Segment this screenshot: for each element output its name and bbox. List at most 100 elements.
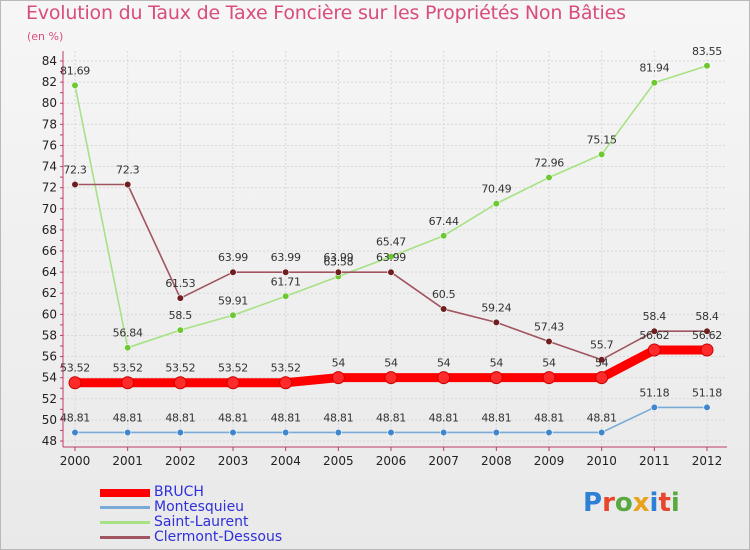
data-label: 72.3	[116, 164, 140, 177]
legend-swatch-saint-laurent	[100, 521, 150, 524]
data-point	[121, 376, 135, 390]
y-tick-label: 66	[42, 244, 57, 258]
data-point	[595, 371, 609, 385]
data-label: 59.24	[481, 301, 511, 314]
data-label: 65.47	[376, 236, 406, 249]
data-label: 48.81	[218, 411, 248, 424]
data-label: 75.15	[587, 133, 617, 146]
y-tick-label: 74	[42, 160, 57, 174]
data-label: 56.84	[113, 327, 143, 340]
data-label: 56.62	[692, 329, 722, 342]
data-label: 56.62	[639, 329, 669, 342]
data-label: 57.43	[534, 320, 564, 333]
data-label: 63.58	[323, 256, 353, 269]
data-point	[71, 81, 79, 89]
data-label: 48.81	[481, 411, 511, 424]
data-label: 60.5	[432, 288, 456, 301]
data-point	[598, 428, 606, 437]
data-point	[71, 180, 79, 189]
data-label: 54	[490, 357, 504, 370]
data-label: 58.4	[695, 310, 719, 323]
x-tick-label: 2005	[323, 454, 354, 468]
data-label: 63.99	[376, 251, 406, 264]
data-point	[124, 344, 132, 352]
data-point	[124, 180, 132, 189]
data-point	[176, 326, 184, 334]
x-tick-label: 2011	[639, 454, 670, 468]
y-tick-label: 82	[42, 75, 57, 89]
data-label: 48.81	[534, 411, 564, 424]
data-point	[545, 337, 553, 346]
y-tick-label: 80	[42, 96, 57, 110]
data-label: 48.81	[113, 411, 143, 424]
y-tick-label: 52	[42, 392, 57, 406]
chart-title: Evolution du Taux de Taxe Foncière sur l…	[26, 2, 626, 24]
data-point	[700, 343, 714, 357]
data-point	[71, 428, 79, 437]
data-label: 58.5	[169, 309, 193, 322]
y-tick-label: 56	[42, 350, 57, 364]
x-tick-label: 2002	[165, 454, 196, 468]
data-label: 81.94	[639, 62, 669, 75]
data-point	[384, 371, 398, 385]
logo-letter: x	[632, 488, 650, 518]
data-point	[173, 376, 187, 390]
data-point	[492, 200, 500, 208]
data-label: 63.99	[218, 251, 248, 264]
legend-label: Saint-Laurent	[154, 514, 249, 530]
data-label: 53.52	[60, 362, 90, 375]
axis-layer: 48 50 52 54 56 58 60 62 64 66 68 70 72 74 76 78 80 82 84 20…	[42, 51, 727, 468]
y-tick-label: 64	[42, 265, 57, 279]
data-label: 63.99	[323, 251, 353, 264]
y-tick-label: 72	[42, 181, 57, 195]
data-label-layer: 48.81 48.81 48.81 48.81 48.81 48.81 48.81 48.81…	[60, 45, 723, 425]
data-point	[176, 294, 184, 302]
y-tick-label: 58	[42, 328, 57, 342]
data-label: 54	[437, 357, 451, 370]
data-label: 53.52	[113, 362, 143, 375]
data-label: 48.81	[587, 411, 617, 424]
x-tick-label: 2012	[692, 454, 723, 468]
data-point	[703, 62, 711, 70]
legend-label: BRUCH	[154, 484, 204, 500]
proxiti-logo: Proxiti	[583, 488, 680, 518]
data-point	[229, 268, 237, 276]
logo-letter: t	[658, 488, 671, 518]
data-point	[124, 428, 132, 437]
data-label: 54	[332, 357, 346, 370]
data-point	[492, 428, 500, 437]
data-label: 70.49	[481, 183, 511, 196]
data-point	[647, 343, 661, 357]
logo-letter: i	[649, 488, 659, 518]
legend-label: Montesquieu	[154, 499, 245, 515]
data-label: 61.53	[165, 277, 195, 290]
x-tick-label: 2001	[112, 454, 143, 468]
legend-label: Clermont-Dessous	[154, 529, 283, 545]
data-point	[542, 371, 556, 385]
data-point	[282, 428, 290, 437]
y-tick-label: 78	[42, 117, 57, 131]
data-label: 59.91	[218, 294, 248, 307]
y-tick-label: 50	[42, 413, 57, 427]
data-point	[334, 268, 342, 276]
data-point	[334, 428, 342, 437]
chart-subtitle: (en %)	[27, 30, 64, 43]
data-label: 48.81	[271, 411, 301, 424]
y-tick-label: 70	[42, 202, 57, 216]
data-point	[703, 327, 711, 335]
data-point	[489, 371, 503, 385]
data-point	[229, 428, 237, 437]
grid-layer	[63, 51, 727, 447]
data-point	[650, 327, 658, 335]
x-tick-label: 2007	[428, 454, 459, 468]
data-point	[440, 428, 448, 437]
y-tick-label: 76	[42, 138, 57, 152]
data-point	[492, 318, 500, 326]
data-label: 48.81	[376, 411, 406, 424]
data-label: 48.81	[165, 411, 195, 424]
data-point	[650, 403, 658, 412]
x-tick-label: 2009	[534, 454, 565, 468]
logo-letter: i	[670, 488, 680, 518]
legend-swatch-bruch	[100, 489, 150, 497]
